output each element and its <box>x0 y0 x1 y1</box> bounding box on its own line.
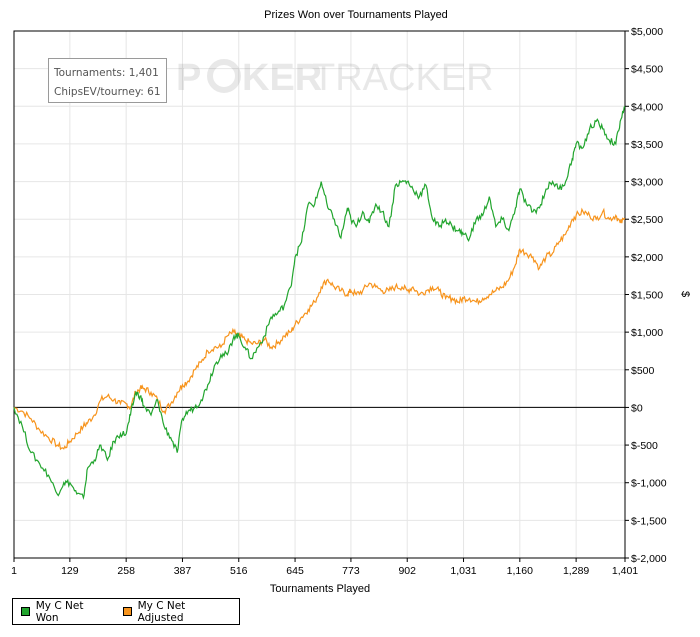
legend-item-net-adjusted[interactable]: My C Net Adjusted <box>122 599 231 624</box>
chart-title: Prizes Won over Tournaments Played <box>264 9 448 21</box>
y-tick-label: $5,000 <box>631 26 663 38</box>
x-tick-label: 387 <box>174 565 192 577</box>
y-axis: $5,000 $4,500 $4,000 $3,500 $3,000 $2,500 $2,0… <box>625 26 667 565</box>
watermark-text-tracker: TRACKER <box>312 57 494 99</box>
x-tick-label: 1,401 <box>612 565 638 577</box>
stats-box: Tournaments: 1,401 ChipsEV/tourney: 61 <box>48 58 167 103</box>
x-tick-label: 516 <box>230 565 248 577</box>
y-tick-label: $-1,500 <box>631 515 667 527</box>
x-axis: 1 129 258 387 516 645 773 902 1,031 1,160 1,289 1,4… <box>11 558 638 577</box>
y-tick-label: $-2,000 <box>631 553 667 565</box>
watermark-text-p: P <box>176 57 201 99</box>
watermark: P KER TRACKER <box>176 57 494 99</box>
x-tick-label: 1,289 <box>563 565 589 577</box>
y-tick-label: $-500 <box>631 440 658 452</box>
y-tick-label: $1,500 <box>631 290 663 302</box>
y-tick-label: $3,000 <box>631 177 663 189</box>
y-tick-label: $4,500 <box>631 64 663 76</box>
watermark-text-ker: KER <box>242 57 322 99</box>
y-tick-label: $500 <box>631 365 655 377</box>
stats-tournaments: Tournaments: 1,401 <box>54 67 159 79</box>
legend-label-net-won: My C Net Won <box>35 599 84 624</box>
x-tick-label: 773 <box>342 565 360 577</box>
x-tick-label: 129 <box>61 565 79 577</box>
y-tick-label: $-1,000 <box>631 478 667 490</box>
series-line-my-c-net-won <box>13 105 626 501</box>
x-tick-label: 645 <box>286 565 304 577</box>
stats-chipsev: ChipsEV/tourney: 61 <box>54 86 161 98</box>
y-axis-label: $ <box>679 291 691 297</box>
y-tick-label: $2,000 <box>631 252 663 264</box>
x-axis-label: Tournaments Played <box>270 583 370 595</box>
y-tick-label: $1,000 <box>631 327 663 339</box>
x-tick-label: 1,031 <box>450 565 476 577</box>
y-tick-label: $3,500 <box>631 139 663 151</box>
x-tick-label: 258 <box>117 565 135 577</box>
series-line-my-c-net-adjusted <box>13 207 626 451</box>
legend-item-net-won[interactable]: My C Net Won <box>21 600 107 624</box>
legend-swatch-net-won <box>21 607 30 616</box>
x-tick-label: 1,160 <box>507 565 533 577</box>
y-tick-label: $2,500 <box>631 214 663 226</box>
watermark-chip-icon <box>207 59 241 93</box>
y-tick-label: $0 <box>631 402 643 414</box>
legend-label-net-adjusted: My C Net Adjusted <box>137 599 186 624</box>
series-layer <box>13 105 626 501</box>
grid <box>13 30 626 559</box>
legend-swatch-net-adjusted <box>122 607 132 616</box>
x-tick-label: 902 <box>398 565 416 577</box>
x-tick-label: 1 <box>11 565 17 577</box>
y-tick-label: $4,000 <box>631 101 663 113</box>
legend: My C Net Won My C Net Adjusted <box>12 598 240 625</box>
